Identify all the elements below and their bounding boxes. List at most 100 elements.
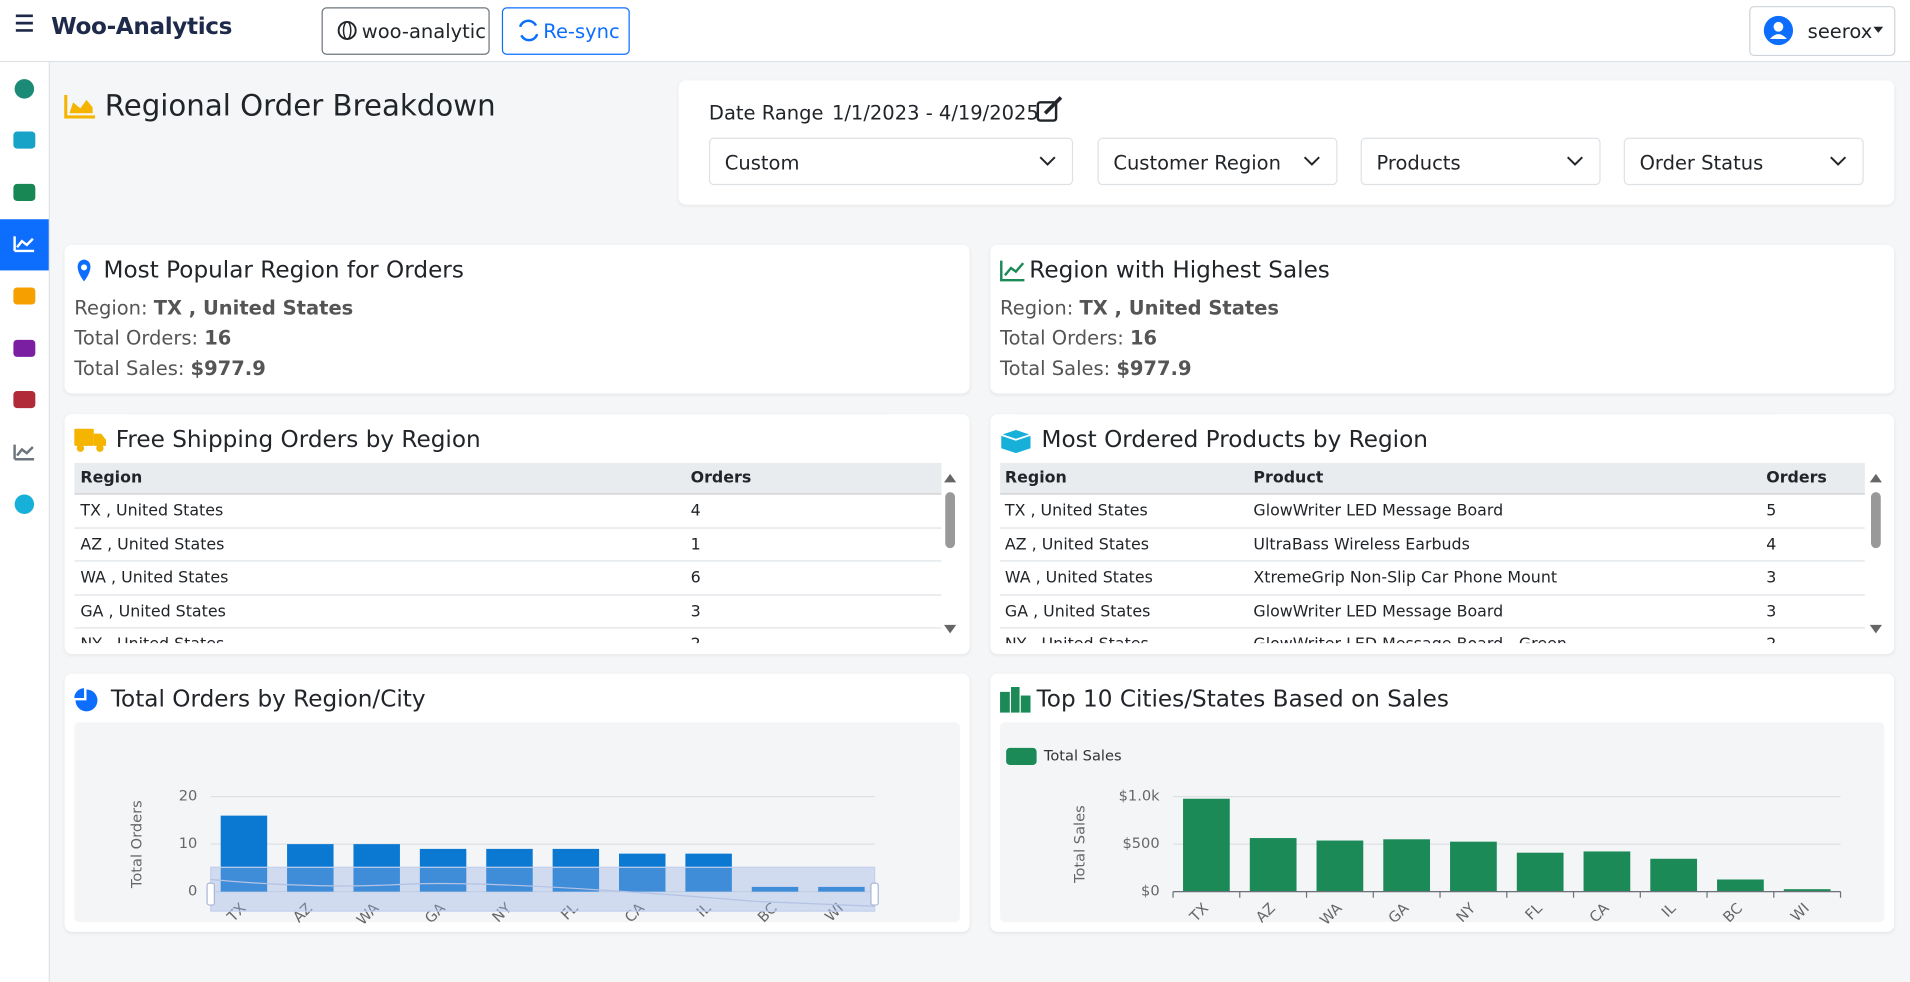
summary-field: Region: TX , United States (1000, 296, 1279, 319)
page-title: Regional Order Breakdown (104, 88, 496, 124)
table-cell: 4 (1766, 535, 1777, 554)
card: Region with Highest Sales Region: TX , Uni… (990, 244, 1895, 394)
filter-label: Order Status (1639, 151, 1764, 175)
column-header: Region (1004, 468, 1067, 488)
resync-button[interactable]: Re-sync (501, 7, 630, 55)
table-cell: 2 (691, 636, 701, 643)
card: Top 10 Cities/States Based on Sales (990, 673, 1895, 932)
summary-field: Total Orders: 16 (74, 326, 231, 349)
filter-dropdown[interactable]: Custom (708, 137, 1074, 186)
site-button-label: woo-analytic (361, 19, 486, 43)
card-title: Region with Highest Sales (1029, 257, 1330, 284)
table-cell: NY , United States (1005, 636, 1149, 643)
field-label: Region: (1000, 295, 1074, 320)
top-bar (0, 0, 1910, 63)
table-header: Region Orders (74, 462, 942, 495)
sidebar-active[interactable] (0, 219, 49, 271)
column-header: Orders (690, 468, 752, 488)
card: Free Shipping Orders by Region Region Orde… (64, 414, 970, 655)
table-cell: GlowWriter LED Message Board - Green (1253, 636, 1566, 643)
table-cell: 3 (1766, 602, 1777, 621)
table-row: WA , United States XtremeGrip Non-Slip Ca… (1000, 562, 1865, 596)
user-menu[interactable]: seerox (1749, 6, 1896, 57)
table-cell: TX , United States (80, 501, 224, 521)
date-range: 1/1/2023 - 4/19/2025 (831, 101, 1039, 125)
table-cell: GA , United States (1004, 602, 1151, 621)
field-label: Total Orders: (1000, 326, 1124, 350)
table-cell: UltraBass Wireless Earbuds (1253, 535, 1470, 554)
field-value: 16 (204, 326, 232, 350)
chart-panel (1000, 722, 1885, 923)
table-cell: AZ , United States (1004, 535, 1149, 554)
title-icon (64, 95, 96, 119)
table-cell: 2 (1766, 636, 1776, 643)
title-icon (69, 99, 93, 114)
column-header: Product (1253, 468, 1324, 488)
table-cell: TX , United States (1004, 501, 1148, 521)
filter-label: Custom (724, 151, 800, 175)
table-cell: 4 (690, 501, 701, 521)
table-header: Region Product Orders (1000, 462, 1865, 495)
column-header: Region (80, 468, 143, 488)
table-row: GA , United States GlowWriter LED Message… (1000, 595, 1865, 629)
user-name: seerox (1807, 19, 1873, 43)
table-cell: AZ , United States (80, 535, 225, 554)
table-cell: NY , United States (80, 636, 224, 643)
card-title: Most Ordered Products by Region (1041, 426, 1428, 454)
table: Region Product Orders TX , United States Glo… (1000, 462, 1865, 643)
table-row: TX , United States GlowWriter LED Message… (1000, 495, 1865, 529)
field-label: Region: (74, 295, 148, 320)
table-row: TX , United States 4 (74, 495, 942, 529)
table-cell: 6 (690, 568, 701, 588)
card-title: Most Popular Region for Orders (103, 257, 464, 284)
table-cell: WA , United States (80, 568, 229, 588)
sidebar (0, 62, 50, 982)
field-value: TX , United States (153, 295, 354, 320)
table-cell: GA , United States (80, 602, 226, 621)
card-title: Total Orders by Region/City (110, 685, 426, 713)
card: Most Popular Region for Orders Region: TX … (64, 244, 970, 394)
field-label: Total Sales: (1000, 356, 1111, 381)
field-label: Total Orders: (74, 326, 199, 350)
card: Total Orders by Region/City (64, 673, 970, 932)
resync-button-label: Re-sync (543, 19, 620, 43)
summary-field: Region: TX , United States (74, 296, 353, 319)
table-row: GA , United States 3 (74, 595, 942, 629)
chart-panel (74, 722, 960, 923)
table-cell: 3 (690, 602, 701, 621)
filter-label: Products (1376, 151, 1461, 175)
table-row: AZ , United States 1 (74, 528, 942, 562)
card-title: Free Shipping Orders by Region (115, 426, 481, 454)
site-button[interactable]: woo-analytic (321, 7, 490, 55)
table-row: WA , United States 6 (74, 562, 942, 596)
table-row: NY , United States GlowWriter LED Message… (1000, 629, 1865, 643)
summary-field: Total Sales: $977.9 (1000, 357, 1191, 380)
filter-dropdown[interactable]: Customer Region (1097, 137, 1338, 186)
filter-dropdown[interactable]: Order Status (1623, 137, 1864, 186)
field-value: TX , United States (1079, 295, 1280, 320)
summary-field: Total Orders: 16 (1000, 326, 1157, 349)
filter-label: Customer Region (1113, 151, 1281, 175)
table: Region Orders TX , United States 4 AZ , Unit… (74, 462, 942, 643)
table-row: AZ , United States UltraBass Wireless Ear… (1000, 528, 1865, 562)
field-label: Total Sales: (74, 356, 185, 381)
field-value: $977.9 (190, 356, 266, 381)
date-range-label: Date Range (708, 101, 824, 125)
table-cell: GlowWriter LED Message Board (1253, 602, 1504, 621)
brand: Woo-Analytics (51, 13, 233, 41)
column-header: Orders (1766, 468, 1827, 488)
table-cell: XtremeGrip Non-Slip Car Phone Mount (1253, 568, 1558, 588)
field-value: $977.9 (1116, 356, 1192, 381)
field-value: 16 (1129, 326, 1158, 350)
card: Most Ordered Products by Region Region Pro… (990, 414, 1895, 655)
table-cell: 1 (690, 535, 701, 554)
filter-dropdown[interactable]: Products (1360, 137, 1601, 186)
table-cell: GlowWriter LED Message Board (1253, 501, 1504, 521)
summary-field: Total Sales: $977.9 (74, 357, 265, 380)
table-cell: WA , United States (1004, 568, 1153, 588)
table-cell: 5 (1766, 501, 1777, 521)
table-row: NY , United States 2 (74, 629, 941, 643)
card-title: Top 10 Cities/States Based on Sales (1036, 685, 1449, 713)
table-cell: 3 (1766, 568, 1777, 588)
